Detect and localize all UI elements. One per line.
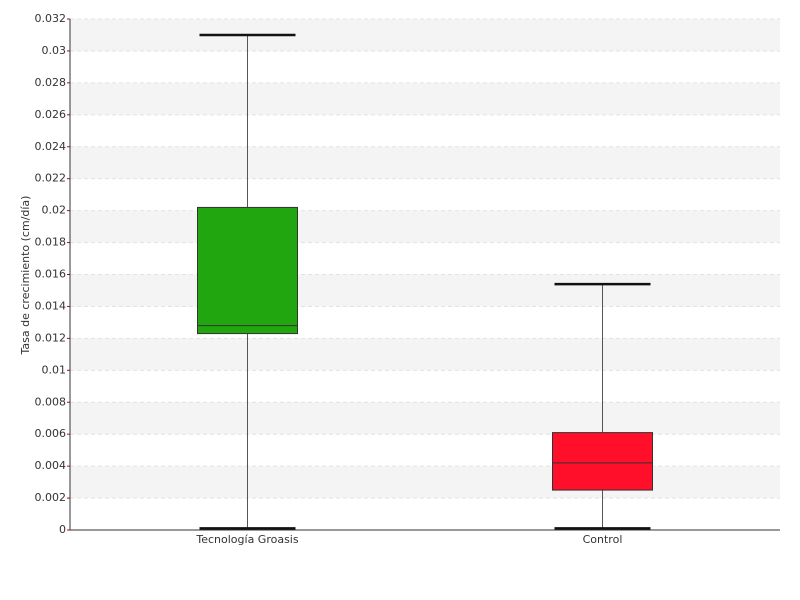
- y-tick-label: 0.028: [35, 76, 67, 89]
- y-tick-label: 0.022: [35, 172, 67, 185]
- x-tick-label: Tecnología Groasis: [195, 533, 298, 546]
- y-tick-label: 0.03: [42, 44, 67, 57]
- grid-band: [70, 210, 780, 243]
- y-tick-label: 0.006: [35, 427, 67, 440]
- y-tick-label: 0.016: [35, 268, 67, 281]
- grid-band: [70, 274, 780, 307]
- y-tick-label: 0.026: [35, 108, 67, 121]
- box: [552, 432, 653, 491]
- y-axis-label: Tasa de crecimiento (cm/día): [19, 196, 32, 356]
- y-tick-label: 0.024: [35, 140, 67, 153]
- y-tick-label: 0.02: [42, 204, 67, 217]
- box: [197, 206, 298, 335]
- grid-band: [70, 146, 780, 179]
- grid-band: [70, 82, 780, 115]
- y-tick-label: 0.008: [35, 395, 67, 408]
- y-tick-label: 0.014: [35, 299, 67, 312]
- y-tick-label: 0.01: [42, 363, 67, 376]
- y-tick-label: 0: [59, 523, 66, 536]
- grid-band: [70, 402, 780, 435]
- y-tick-label: 0.002: [35, 491, 67, 504]
- y-tick-label: 0.012: [35, 331, 67, 344]
- grid-band: [70, 338, 780, 371]
- grid-band: [70, 19, 780, 51]
- grid-band: [70, 466, 780, 499]
- y-tick-label: 0.004: [35, 459, 67, 472]
- y-tick-label: 0.032: [35, 12, 67, 25]
- y-tick-label: 0.018: [35, 236, 67, 249]
- x-tick-label: Control: [583, 533, 623, 546]
